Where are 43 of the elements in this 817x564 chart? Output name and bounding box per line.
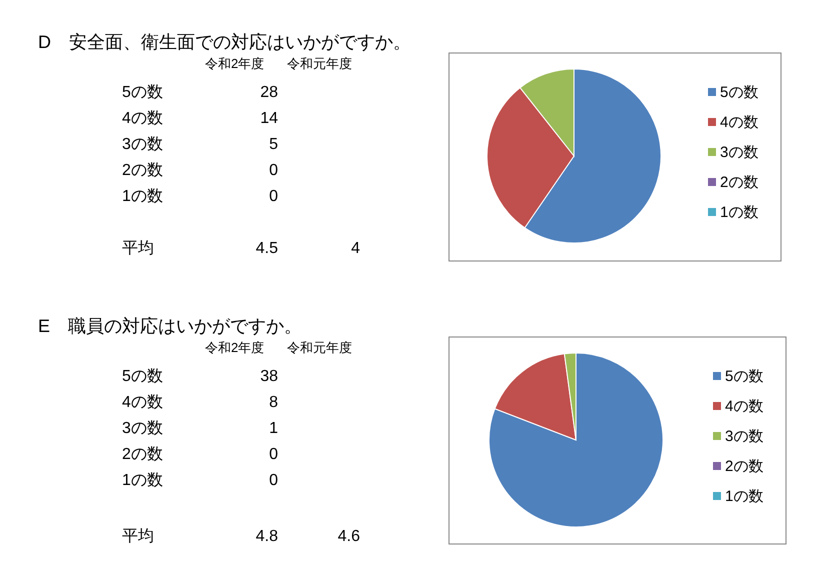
text: 0 [269, 162, 278, 179]
text: 0 [269, 188, 278, 205]
legend-label: 2の数 [725, 458, 764, 475]
category-label: 5の数 [122, 84, 163, 101]
legend-label: 3の数 [720, 144, 758, 161]
text: 平均 [122, 240, 154, 257]
category-label: 2の数 [122, 162, 163, 179]
chart-title: D 安全面、衛生面での対応はいかがですか。 [38, 32, 411, 52]
legend-label: 1の数 [720, 204, 758, 221]
text: 4.6 [338, 528, 360, 545]
legend-label: 3の数 [725, 428, 764, 445]
data-label: 8 [269, 394, 278, 411]
text: 4.5 [256, 240, 278, 257]
data-label: 5 [269, 136, 278, 153]
legend-label: 2の数 [720, 174, 758, 191]
data-label: 38 [260, 368, 278, 385]
pie-slice [488, 352, 664, 528]
text: 0 [269, 472, 278, 489]
legend-label: 1の数 [725, 488, 764, 505]
data-label: 14 [260, 110, 278, 127]
text: 平均 [122, 528, 154, 545]
text: 4 [351, 240, 360, 257]
category-label: 4の数 [122, 110, 163, 127]
text: 令和元年度 [287, 56, 352, 71]
category-label: 3の数 [122, 136, 163, 153]
legend-label: 5の数 [720, 84, 758, 101]
text: 令和2年度 [205, 340, 264, 355]
data-label: 1 [269, 420, 278, 437]
category-label: 2の数 [122, 446, 163, 463]
legend-label: 5の数 [725, 368, 764, 385]
category-label: 1の数 [122, 188, 163, 205]
chart-title: E 職員の対応はいかがですか。 [38, 316, 302, 336]
text: 令和元年度 [287, 340, 352, 355]
text: 令和2年度 [205, 56, 264, 71]
legend-label: 4の数 [725, 398, 764, 415]
text: 0 [269, 446, 278, 463]
category-label: 3の数 [122, 420, 163, 437]
category-label: 4の数 [122, 394, 163, 411]
legend-label: 4の数 [720, 114, 758, 131]
data-label: 28 [260, 84, 278, 101]
category-label: 5の数 [122, 368, 163, 385]
text: 4.8 [256, 528, 278, 545]
category-label: 1の数 [122, 472, 163, 489]
